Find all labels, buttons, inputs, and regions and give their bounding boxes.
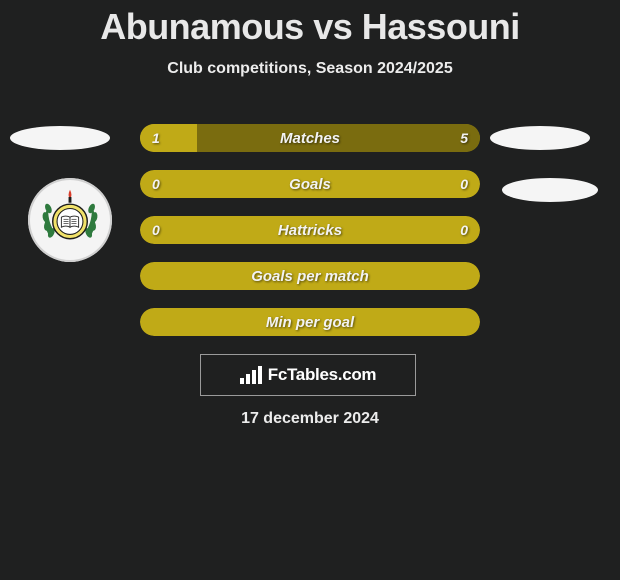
stat-label: Goals per match [140,262,480,290]
stat-value-right: 0 [460,216,468,244]
page-title: Abunamous vs Hassouni [0,0,620,48]
stat-value-right: 5 [460,124,468,152]
placeholder-pill [502,178,598,202]
stat-rows: Matches15Goals00Hattricks00Goals per mat… [140,124,480,354]
placeholder-pill [490,126,590,150]
stat-row: Hattricks0 0 [140,216,480,244]
stat-label: Matches [140,124,480,152]
stat-row: Goals per match [140,262,480,290]
stat-value-left: 0 [152,170,160,198]
brand-text: FcTables.com [268,365,377,385]
club-logo-left [28,178,112,262]
stat-value-right: 0 [460,170,468,198]
stat-value-left: 0 [152,216,160,244]
stat-value-left: 1 [152,124,160,152]
date-text: 17 december 2024 [0,410,620,428]
stat-row: Goals0 0 [140,170,480,198]
bar-chart-icon [240,366,262,384]
placeholder-pill [10,126,110,150]
stat-label: Min per goal [140,308,480,336]
stat-label: Hattricks [140,216,480,244]
stat-row: Matches1 5 [140,124,480,152]
stat-label: Goals [140,170,480,198]
stat-row: Min per goal [140,308,480,336]
brand-box: FcTables.com [200,354,416,396]
club-emblem-icon [34,184,106,256]
page-subtitle: Club competitions, Season 2024/2025 [0,60,620,78]
